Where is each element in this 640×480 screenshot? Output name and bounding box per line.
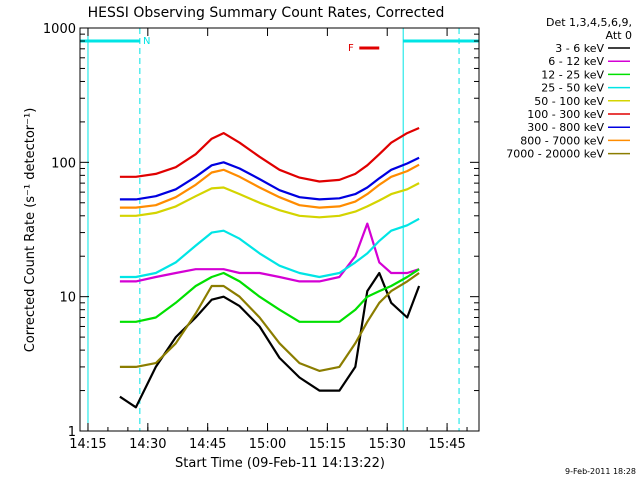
x-axis-label: Start Time (09-Feb-11 14:13:22)	[175, 456, 385, 471]
x-tick-label-3: 14:45	[189, 437, 226, 452]
legend-label-3: 12 - 25 keV	[541, 68, 604, 81]
y-axis-label: Corrected Count Rate (s⁻¹ detector⁻¹)	[23, 108, 38, 353]
y-tick-label-2: 10	[59, 291, 76, 306]
series-line-8	[119, 163, 420, 209]
series-line-1	[119, 271, 421, 409]
legend-label-4: 25 - 50 keV	[541, 82, 604, 95]
legend-label-1: 3 - 6 keV	[555, 42, 604, 55]
y-tick-label-1: 1	[68, 425, 76, 440]
x-tick-label-5: 15:15	[309, 437, 346, 452]
series-line-2	[119, 222, 420, 283]
legend-label-9: 7000 - 20000 keV	[506, 148, 604, 161]
legend-header-1: Det 1,3,4,5,6,9,	[546, 16, 632, 29]
x-tick-label-7: 15:45	[428, 437, 465, 452]
chart-title: HESSI Observing Summary Count Rates, Cor…	[88, 5, 445, 21]
series-line-6	[119, 126, 420, 183]
plot-frame	[79, 27, 480, 432]
legend-label-6: 100 - 300 keV	[527, 108, 604, 121]
legend-header-2: Att 0	[606, 29, 632, 42]
x-tick-label-2: 14:30	[129, 437, 166, 452]
y-ticks: 1 10 100 1000	[43, 22, 479, 440]
series-line-7	[119, 156, 420, 201]
x-tick-label-4: 15:00	[249, 437, 286, 452]
legend-label-7: 300 - 800 keV	[527, 121, 604, 134]
legend-label-8: 800 - 7000 keV	[520, 134, 604, 147]
y-tick-label-4: 1000	[43, 22, 76, 37]
series-line-5	[119, 182, 420, 219]
series-line-3	[119, 268, 420, 323]
legend-label-5: 50 - 100 keV	[534, 95, 604, 108]
footer-timestamp: 9-Feb-2011 18:28	[565, 467, 636, 476]
legend-label-2: 6 - 12 keV	[548, 55, 604, 68]
series-line-4	[119, 217, 420, 279]
x-ticks: 14:15 14:30 14:45 15:00 15:15 15:30 15:45	[69, 28, 468, 452]
x-tick-label-6: 15:30	[368, 437, 405, 452]
night-label: N	[143, 36, 150, 47]
plot-layer	[80, 28, 479, 431]
x-tick-label-1: 14:15	[69, 437, 106, 452]
series-line-9	[119, 272, 420, 372]
y-tick-label-3: 100	[51, 156, 76, 171]
flare-label: F	[348, 43, 354, 54]
